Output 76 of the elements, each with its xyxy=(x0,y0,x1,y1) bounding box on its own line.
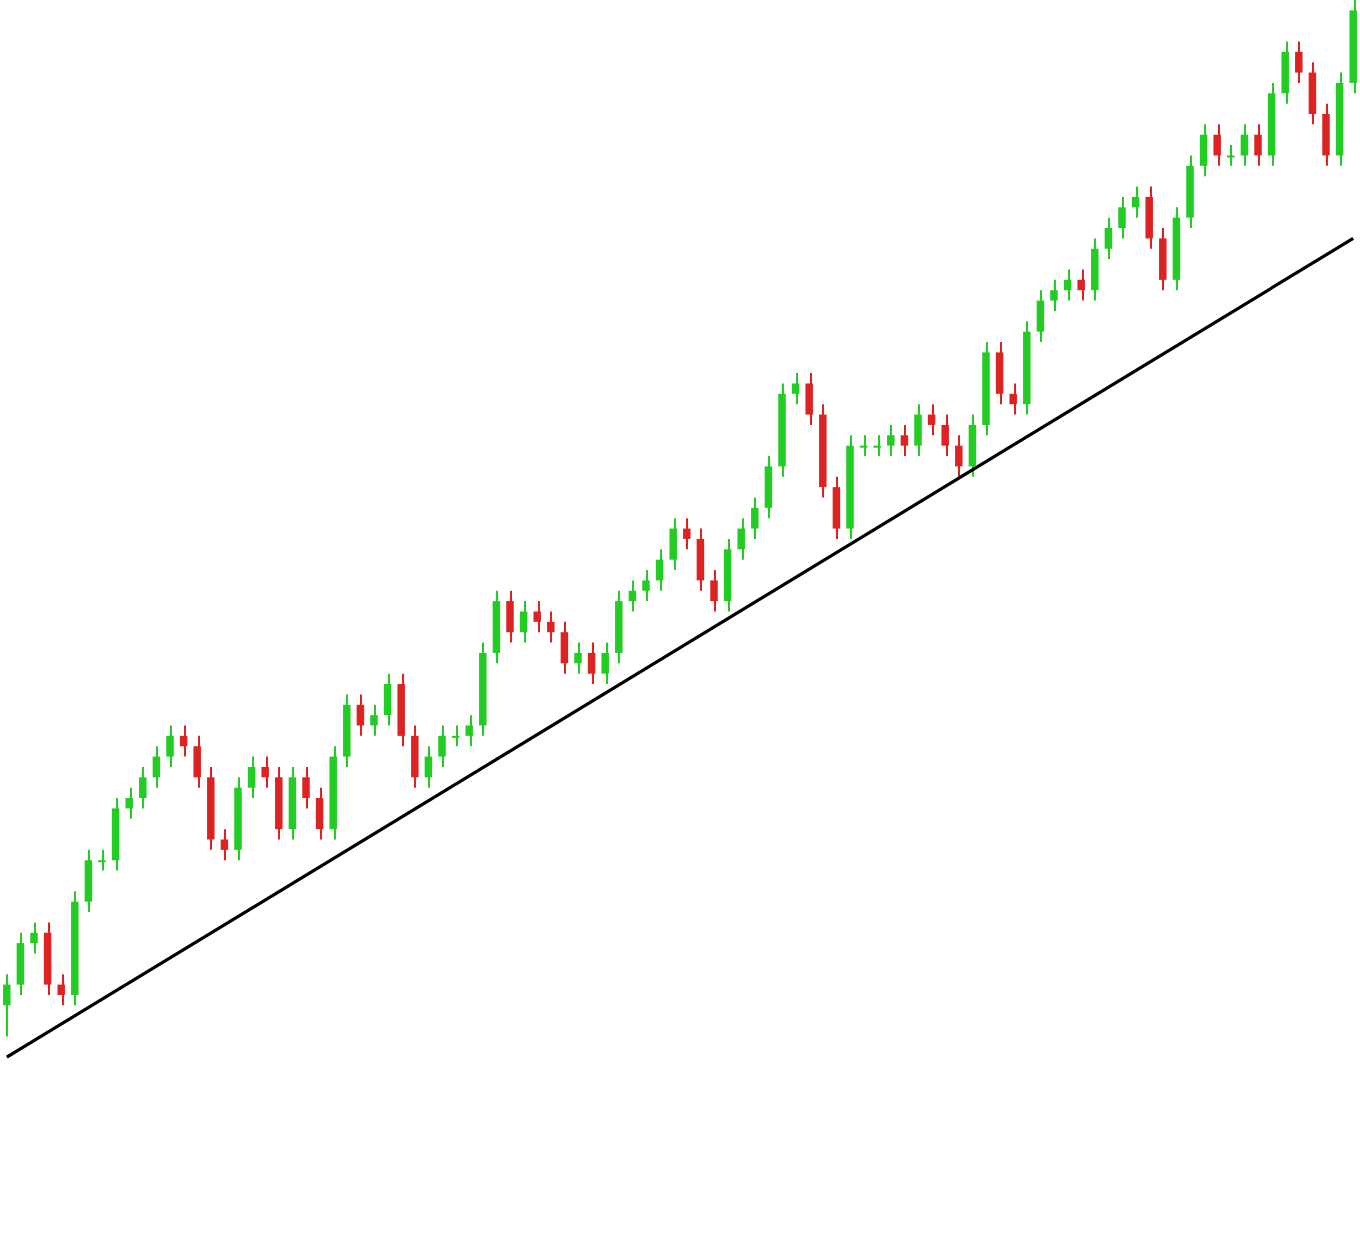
candlestick xyxy=(1063,268,1072,302)
candlestick xyxy=(669,517,677,572)
candlestick xyxy=(1159,227,1167,292)
candlestick xyxy=(16,931,25,996)
candlestick xyxy=(642,569,650,603)
candlestick xyxy=(764,455,773,520)
candlestick xyxy=(261,755,269,789)
candlestick xyxy=(1009,382,1017,416)
candlestick xyxy=(696,527,705,592)
candlestick xyxy=(805,372,813,426)
candlestick xyxy=(1036,289,1045,344)
candlestick xyxy=(451,724,460,748)
candlestick xyxy=(1240,123,1249,167)
candlestick xyxy=(1077,268,1085,302)
candlestick xyxy=(220,828,229,862)
candlestick xyxy=(152,745,161,789)
candlestick xyxy=(356,693,365,737)
candlestick xyxy=(887,423,895,458)
candlestick xyxy=(1254,123,1262,167)
candlestick xyxy=(1322,102,1330,167)
candlestick xyxy=(98,848,106,872)
candlestick xyxy=(914,403,922,458)
candlestick xyxy=(547,610,555,644)
candlestick xyxy=(315,786,324,841)
candlestick xyxy=(859,434,868,458)
candlestick xyxy=(438,724,446,768)
candlestick xyxy=(84,848,93,914)
candlestick xyxy=(791,372,800,406)
candlestick xyxy=(1295,40,1303,84)
candlestick xyxy=(519,600,528,644)
candlestick xyxy=(683,517,691,551)
candlestick xyxy=(125,786,133,820)
candlestick xyxy=(574,641,582,675)
candlestick xyxy=(1118,195,1126,240)
candlestick xyxy=(900,423,909,458)
candlestick xyxy=(560,620,569,675)
candlestick xyxy=(995,341,1004,406)
candlestick xyxy=(1131,185,1140,219)
candlestick xyxy=(968,413,977,478)
candlestick xyxy=(1050,278,1058,312)
candlestick xyxy=(3,973,11,1038)
candlestick xyxy=(1104,216,1113,261)
candlestick xyxy=(247,755,256,800)
candlestick xyxy=(1199,123,1208,178)
candlestick xyxy=(587,641,596,686)
candlestick xyxy=(506,589,514,644)
candlestick xyxy=(139,765,147,810)
candlestick xyxy=(710,569,718,613)
candlestick xyxy=(383,672,392,727)
candlestick xyxy=(1145,185,1153,250)
candlestick xyxy=(424,745,433,789)
candlestick xyxy=(465,714,473,748)
candlestick xyxy=(30,921,38,955)
candlestick xyxy=(1281,40,1289,105)
candlestick xyxy=(166,724,174,768)
candlestick xyxy=(1091,237,1099,302)
candlestick xyxy=(751,496,759,540)
candlestick xyxy=(1308,61,1317,126)
candlestick xyxy=(1227,144,1235,167)
candlestick xyxy=(1213,123,1221,167)
candlestick xyxy=(655,548,664,592)
candlestick xyxy=(927,403,936,437)
candlestick xyxy=(57,973,65,1007)
candlestick xyxy=(370,703,378,737)
candlestick xyxy=(955,434,963,478)
candlestick xyxy=(873,434,881,458)
candlestick xyxy=(628,579,637,613)
candlestick xyxy=(832,475,841,540)
candlestick xyxy=(533,600,541,634)
candlestick xyxy=(601,641,609,686)
candlestick xyxy=(302,765,310,810)
candlestick xyxy=(193,734,201,789)
candlestick xyxy=(941,413,949,458)
candlestick xyxy=(179,724,188,758)
candlestick xyxy=(737,517,745,561)
candlestick xyxy=(411,724,419,789)
